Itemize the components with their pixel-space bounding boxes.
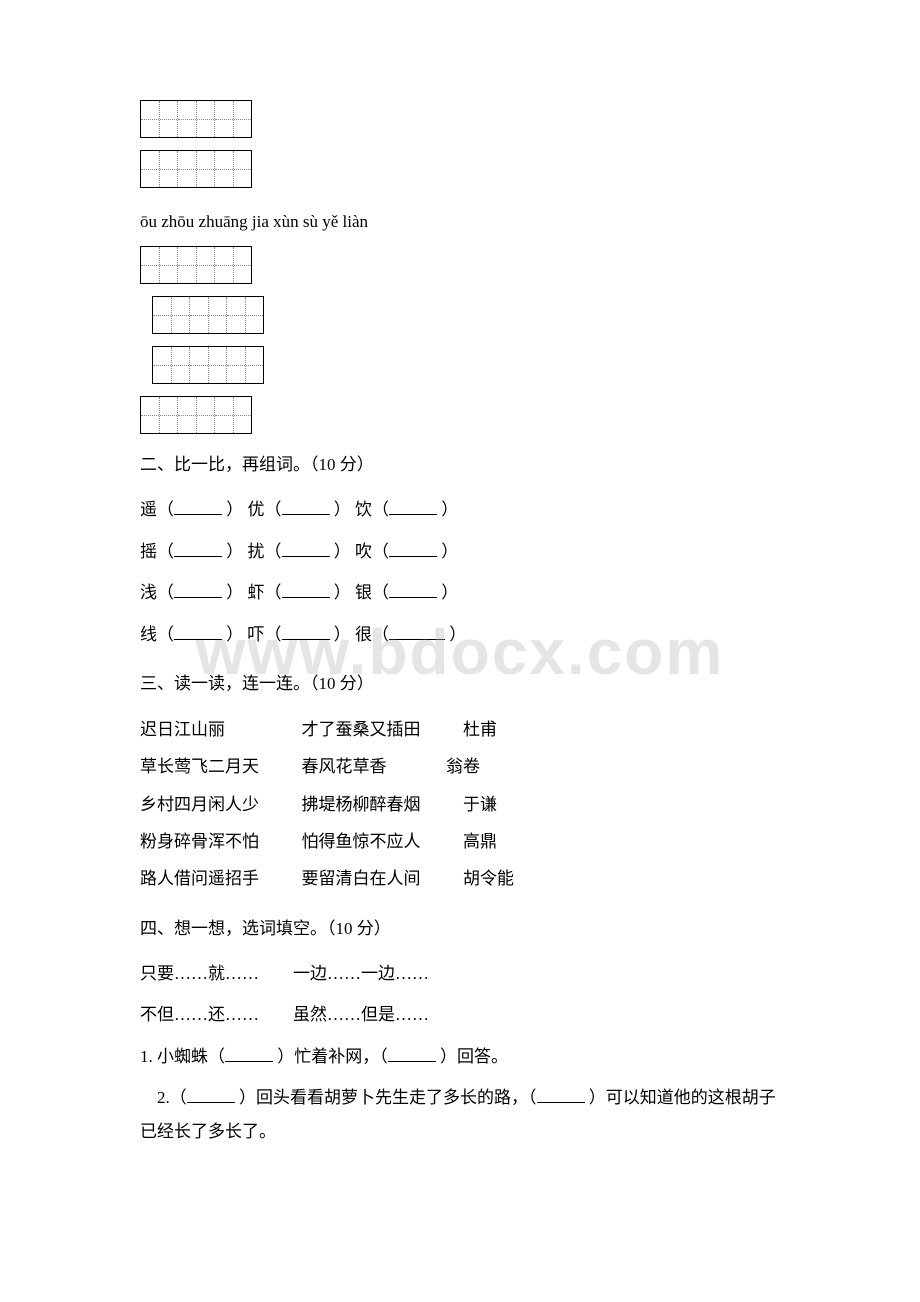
text: ） 银（: [334, 583, 389, 602]
tianzige-box: [140, 396, 780, 434]
text: ） 吹（: [334, 542, 389, 561]
blank[interactable]: [282, 539, 330, 557]
poem-author: 翁卷: [446, 757, 480, 776]
option: 只要……就……: [140, 964, 259, 983]
poem-left: 迟日江山丽: [140, 720, 225, 739]
match-row: 路人借问遥招手 要留清白在人间 胡令能: [140, 860, 780, 897]
match-row: 粉身碎骨浑不怕 怕得鱼惊不应人 高鼎: [140, 823, 780, 860]
poem-author: 胡令能: [463, 869, 514, 888]
text: ） 很（: [334, 625, 389, 644]
question-2: 2.（ ）回头看看胡萝卜先生走了多长的路，（ ）可以知道他的这根胡子已经长了多长…: [140, 1081, 780, 1149]
poem-mid: 才了蚕桑又插田: [302, 720, 421, 739]
text: ）: [441, 500, 458, 519]
tianzige-box: [140, 246, 780, 284]
poem-mid: 要留清白在人间: [302, 869, 421, 888]
blank[interactable]: [174, 497, 222, 515]
compare-row: 遥（ ） 优（ ） 饮（ ）: [140, 492, 780, 528]
blank[interactable]: [537, 1085, 585, 1103]
text: ） 饮（: [334, 500, 389, 519]
compare-row: 摇（ ） 扰（ ） 吹（ ）: [140, 534, 780, 570]
compare-row: 浅（ ） 虾（ ） 银（ ）: [140, 575, 780, 611]
text: 摇（: [140, 542, 174, 561]
options-row: 不但……还…… 虽然……但是……: [140, 997, 780, 1033]
blank[interactable]: [388, 1044, 436, 1062]
blank[interactable]: [282, 622, 330, 640]
option: 虽然……但是……: [293, 1005, 429, 1024]
section-3-title: 三、读一读，连一连。（10 分）: [140, 667, 780, 701]
text: 线（: [140, 625, 174, 644]
text: ）: [441, 542, 458, 561]
text: 遥（: [140, 500, 174, 519]
poem-author: 杜甫: [463, 720, 497, 739]
question-1: 1. 小蜘蛛（ ）忙着补网，（ ）回答。: [140, 1039, 780, 1075]
match-row: 草长莺飞二月天 春风花草香 翁卷: [140, 748, 780, 785]
match-row: 乡村四月闲人少 拂堤杨柳醉春烟 于谦: [140, 786, 780, 823]
poem-author: 高鼎: [463, 832, 497, 851]
blank[interactable]: [187, 1085, 235, 1103]
text: ） 扰（: [226, 542, 281, 561]
text: ） 虾（: [226, 583, 281, 602]
poem-mid: 拂堤杨柳醉春烟: [302, 795, 421, 814]
text: ）: [449, 625, 466, 644]
text: 1. 小蜘蛛（: [140, 1047, 225, 1066]
blank[interactable]: [389, 580, 437, 598]
tianzige-box: [152, 346, 780, 384]
poem-author: 于谦: [463, 795, 497, 814]
poem-left: 路人借问遥招手: [140, 869, 259, 888]
text: ）回头看看胡萝卜先生走了多长的路，（: [239, 1088, 537, 1107]
tianzige-box: [140, 100, 780, 138]
poem-mid: 春风花草香: [302, 757, 387, 776]
text: 2.（: [157, 1088, 187, 1107]
blank[interactable]: [282, 580, 330, 598]
pinyin-line: ōu zhōu zhuāng jia xùn sù yě liàn: [140, 212, 780, 232]
text: ）回答。: [440, 1047, 508, 1066]
blank[interactable]: [174, 580, 222, 598]
blank[interactable]: [389, 497, 437, 515]
match-row: 迟日江山丽 才了蚕桑又插田 杜甫: [140, 711, 780, 748]
poem-left: 草长莺飞二月天: [140, 757, 259, 776]
tianzige-box: [140, 150, 780, 188]
compare-row: 线（ ） 吓（ ） 很（ ）: [140, 617, 780, 653]
blank[interactable]: [389, 622, 445, 640]
text: ）: [441, 583, 458, 602]
text: ） 吓（: [226, 625, 281, 644]
blank[interactable]: [389, 539, 437, 557]
blank[interactable]: [225, 1044, 273, 1062]
blank[interactable]: [282, 497, 330, 515]
poem-mid: 怕得鱼惊不应人: [302, 832, 421, 851]
options-row: 只要……就…… 一边……一边……: [140, 956, 780, 992]
text: ）忙着补网，（: [277, 1047, 388, 1066]
text: ） 优（: [226, 500, 281, 519]
option: 不但……还……: [140, 1005, 259, 1024]
text: 浅（: [140, 583, 174, 602]
poem-left: 粉身碎骨浑不怕: [140, 832, 259, 851]
section-4-title: 四、想一想，选词填空。（10 分）: [140, 912, 780, 946]
tianzige-box: [152, 296, 780, 334]
blank[interactable]: [174, 622, 222, 640]
blank[interactable]: [174, 539, 222, 557]
section-2-title: 二、比一比，再组词。（10 分）: [140, 448, 780, 482]
option: 一边……一边……: [293, 964, 429, 983]
poem-left: 乡村四月闲人少: [140, 795, 259, 814]
